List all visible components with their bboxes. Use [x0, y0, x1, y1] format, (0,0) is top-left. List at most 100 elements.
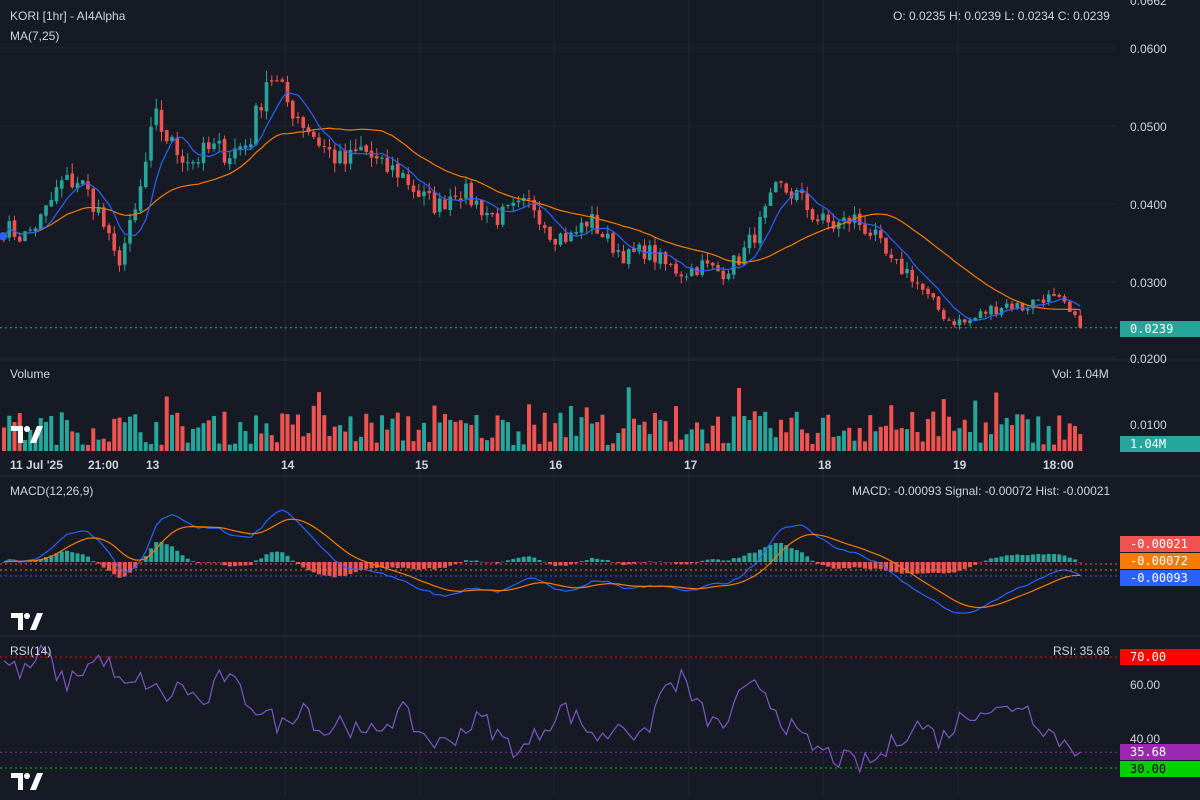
macd-hist-bar: [632, 562, 636, 564]
macd-hist-bar: [679, 562, 684, 565]
macd-hist-bar: [1025, 555, 1030, 562]
volume-bar: [1057, 415, 1062, 451]
macd-hist-bar: [983, 560, 988, 562]
candle-body: [684, 276, 689, 278]
volume-bar: [947, 416, 951, 451]
candle-body: [773, 182, 778, 193]
candle-body: [259, 107, 264, 111]
volume-bar: [448, 419, 453, 451]
macd-hist-bar: [338, 562, 342, 577]
volume-bar: [679, 439, 684, 451]
macd-hist-bar: [343, 562, 348, 577]
volume-bar: [280, 413, 285, 451]
volume-bar: [915, 431, 920, 451]
candle-body: [1067, 301, 1072, 312]
volume-bar: [821, 417, 825, 451]
volume-bar: [584, 407, 589, 451]
macd-hist-bar: [86, 556, 90, 562]
ma25-line: [3, 127, 1081, 311]
volume-bar: [159, 444, 164, 451]
candle-body: [327, 147, 332, 150]
candle-body: [632, 247, 636, 252]
macd-hist-bar: [406, 562, 411, 569]
macd-hist-bar: [385, 562, 390, 569]
time-label: 19: [953, 458, 967, 472]
volume-bar: [710, 425, 715, 451]
volume-bar: [836, 435, 841, 451]
ma7-marker: [0, 232, 7, 241]
volume-bar: [653, 412, 657, 451]
candle-body: [563, 233, 568, 243]
candle-body: [191, 162, 195, 164]
candle-body: [212, 143, 216, 149]
volume-bar: [506, 422, 510, 451]
tradingview-logo-icon: [11, 426, 43, 443]
volume-bar: [878, 426, 883, 451]
volume-bar: [616, 433, 621, 451]
macd-hist-bar: [952, 562, 957, 573]
macd-hist-bar: [322, 562, 327, 576]
candle-body: [490, 213, 495, 215]
volume-label: Volume: [10, 367, 51, 381]
candle-body: [122, 243, 127, 265]
volume-bar: [605, 444, 610, 451]
volume-bar: [999, 424, 1004, 451]
rsi-tick: 40.00: [1130, 732, 1161, 746]
macd-hist-bar: [747, 553, 752, 562]
volume-bar: [600, 414, 605, 451]
volume-bar: [558, 412, 563, 451]
macd-hist-bar: [590, 557, 594, 562]
macd-hist-bar: [443, 562, 447, 568]
candle-body: [642, 245, 647, 259]
volume-bar: [611, 443, 615, 451]
candle-body: [726, 273, 731, 279]
volume-bar: [621, 428, 626, 451]
volume-bar: [779, 419, 783, 451]
volume-bar: [905, 429, 909, 451]
macd-hist-bar: [264, 554, 269, 562]
volume-bar: [863, 441, 867, 451]
macd-hist-bar: [527, 556, 531, 562]
last-price-tag: 0.0239: [1120, 321, 1200, 337]
ma7-line: [3, 91, 1081, 322]
volume-bar: [86, 444, 90, 451]
candle-body: [348, 149, 353, 164]
macd-hist-bar: [91, 561, 96, 562]
price-tick: 0.0600: [1130, 42, 1167, 56]
candle-body: [380, 157, 384, 159]
macd-hist-bar: [33, 560, 38, 562]
macd-hist-bar: [380, 562, 384, 568]
volume-bar: [647, 434, 652, 451]
macd-hist-bar: [905, 562, 909, 574]
candle-body: [427, 190, 432, 194]
candle-body: [926, 288, 930, 295]
volume-bar: [1004, 417, 1009, 451]
candle-body: [1020, 302, 1025, 311]
volume-bar: [275, 442, 279, 451]
candle-body: [59, 180, 64, 189]
volume-bar: [206, 420, 211, 451]
volume-bar: [406, 416, 411, 451]
candle-body: [227, 158, 232, 165]
rsi-label: RSI(14): [10, 644, 52, 658]
volume-bar: [201, 423, 206, 451]
candle-body: [962, 319, 967, 323]
macd-hist-bar: [994, 557, 999, 562]
candle-body: [359, 146, 363, 151]
volume-bar: [80, 444, 85, 451]
volume-bar: [852, 440, 857, 451]
rsi-line: [3, 644, 1081, 774]
candle-body: [516, 200, 521, 203]
volume-bar: [238, 422, 243, 451]
volume-bar: [569, 406, 573, 451]
volume-bar: [931, 411, 936, 451]
macd-hist-bar: [432, 562, 437, 570]
volume-bar: [1052, 444, 1056, 451]
macd-hist-bar: [170, 546, 174, 562]
macd-hist-bar: [311, 562, 316, 573]
macd-hist-bar: [957, 562, 962, 571]
volume-bar: [217, 443, 222, 451]
candle-body: [542, 225, 547, 228]
macd-hist-bar: [280, 552, 285, 562]
macd-hist-bar: [700, 560, 705, 562]
